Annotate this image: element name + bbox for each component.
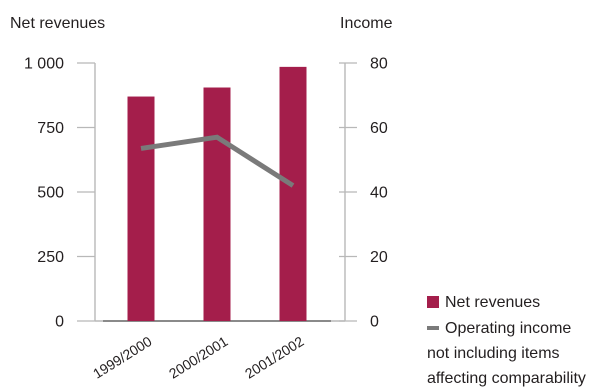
left-axis-tick-label: 750 — [37, 120, 64, 137]
right-axis-tick-label: 0 — [370, 314, 379, 331]
right-axis-tick-label: 20 — [370, 249, 388, 266]
operating-income-line — [140, 134, 295, 188]
legend-note-line: not including items — [427, 345, 560, 362]
left-axis-title: Net revenues — [10, 15, 105, 32]
left-axis-tick-label: 1 000 — [24, 56, 64, 73]
right-axis-tick-label: 80 — [370, 56, 388, 73]
legend-note-line: affecting comparability — [427, 370, 586, 387]
right-axis-tick-label: 40 — [370, 185, 388, 202]
category-label: 1999/2000 — [90, 333, 155, 382]
left-axis-tick-label: 500 — [37, 185, 64, 202]
legend-label-operating-income: Operating income — [445, 320, 571, 337]
bar-net-revenues — [203, 87, 231, 321]
category-labels: 1999/2000 2000/2001 2001/2002 — [90, 333, 307, 382]
bar-net-revenues — [279, 66, 307, 322]
legend-swatch-net-revenues — [427, 296, 439, 308]
bar-series-net-revenues — [127, 66, 307, 322]
right-axis-title: Income — [340, 15, 393, 32]
category-label: 2001/2002 — [242, 333, 307, 382]
right-axis: 0 20 40 60 80 — [339, 56, 388, 331]
bar-net-revenues — [127, 96, 155, 321]
legend-label-net-revenues: Net revenues — [445, 294, 540, 311]
legend: Net revenues Operating income not includ… — [427, 294, 586, 387]
left-axis-tick-label: 0 — [55, 314, 64, 331]
category-label: 2000/2001 — [166, 333, 231, 382]
left-axis: 0 250 500 750 1 000 — [24, 56, 96, 331]
right-axis-tick-label: 60 — [370, 120, 388, 137]
legend-swatch-operating-income — [427, 326, 439, 330]
line-series-operating-income — [140, 134, 295, 188]
left-axis-tick-label: 250 — [37, 249, 64, 266]
